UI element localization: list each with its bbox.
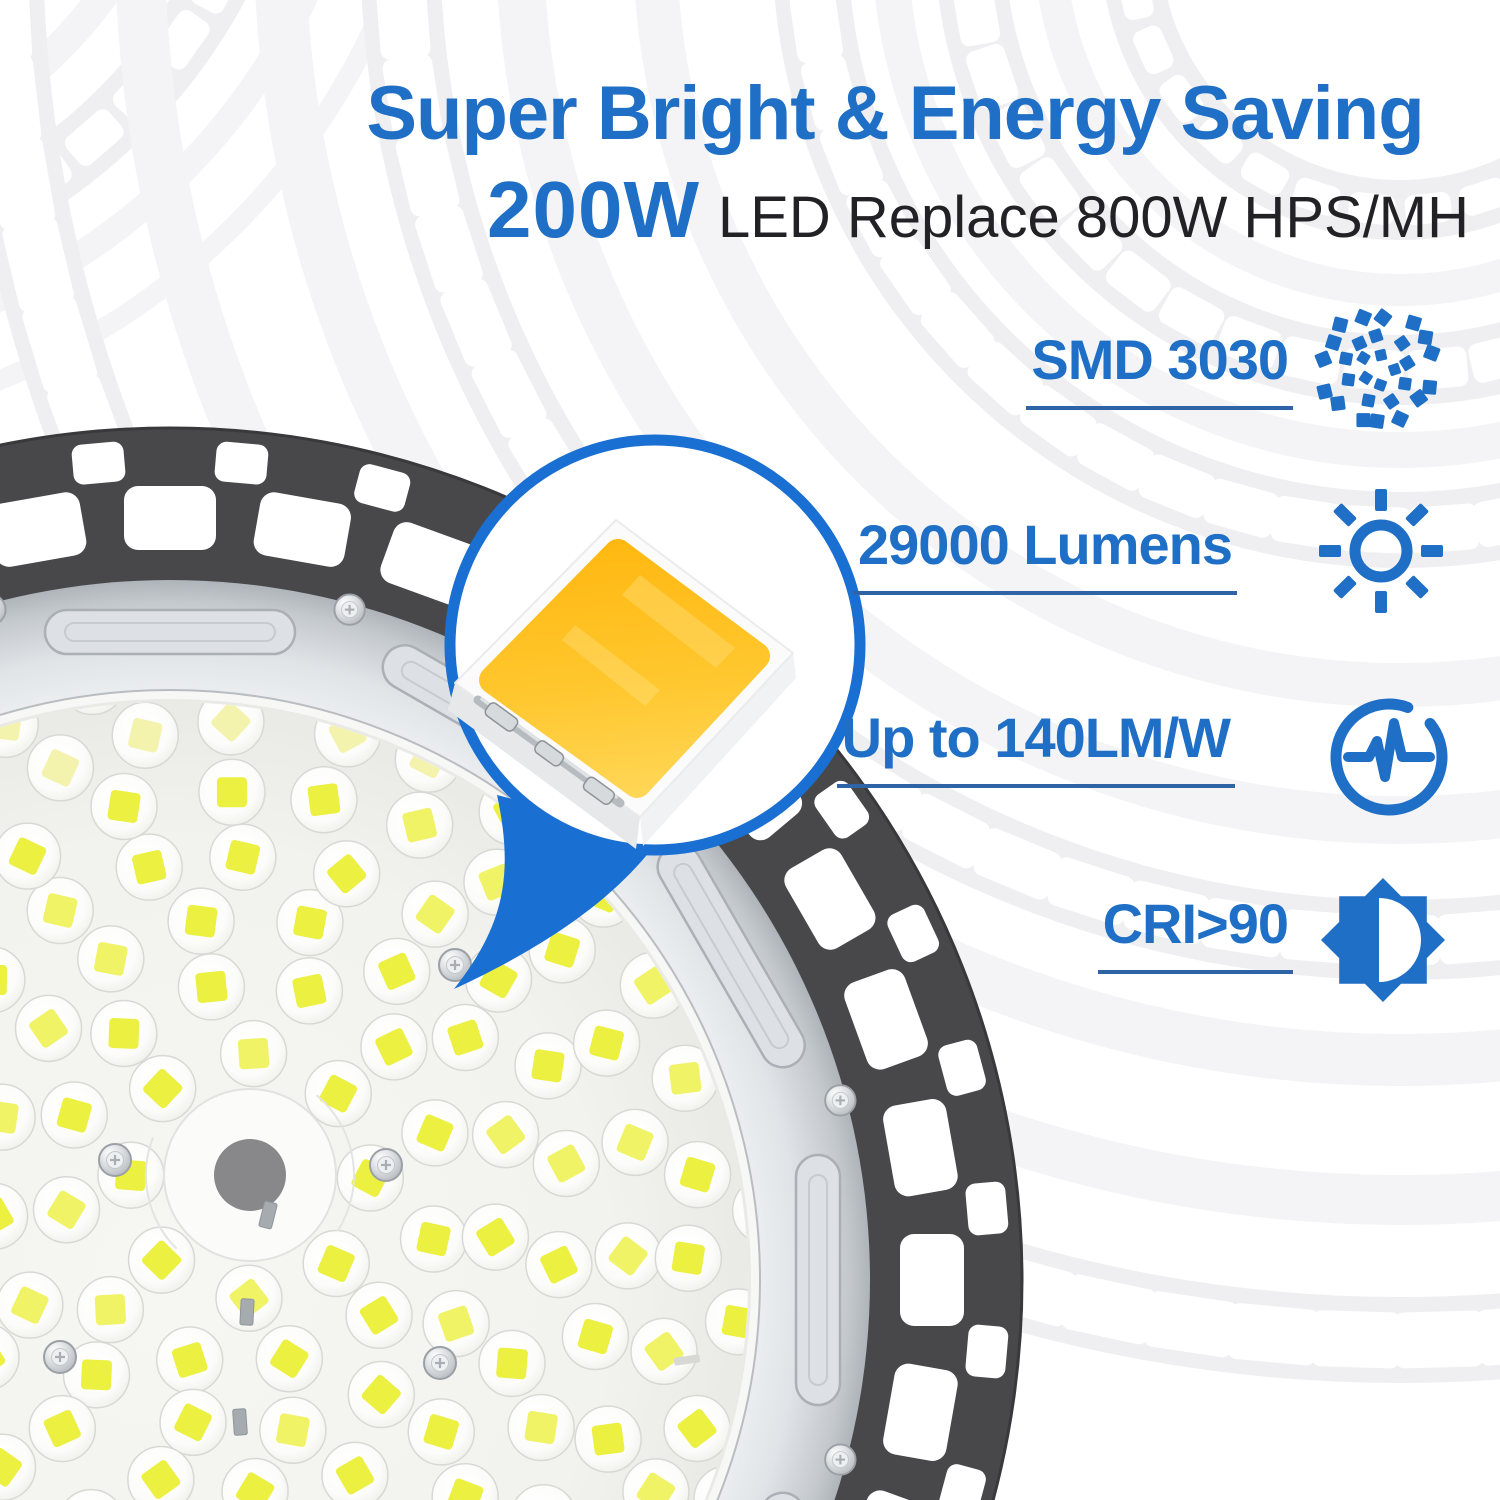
subheadline: 200W LED Replace 800W HPS/MH bbox=[368, 164, 1500, 256]
color-contrast-icon bbox=[1321, 878, 1445, 1002]
brightness-sun-icon bbox=[1319, 489, 1443, 613]
feature-lumens-label: 29000 Lumens bbox=[853, 512, 1237, 595]
replace-text: LED Replace 800W HPS/MH bbox=[717, 185, 1470, 250]
feature-efficiency-label: Up to 140LM/W bbox=[836, 705, 1235, 788]
feature-smd3030-label: SMD 3030 bbox=[1026, 327, 1293, 410]
wattage-text: 200W bbox=[486, 165, 700, 254]
feature-smd3030: SMD 3030 bbox=[1026, 327, 1293, 410]
feature-cri-label: CRI>90 bbox=[1097, 891, 1293, 974]
efficiency-pulse-icon bbox=[1330, 698, 1448, 816]
feature-efficiency: Up to 140LM/W bbox=[836, 705, 1235, 788]
led-chip-array-icon bbox=[1314, 308, 1441, 429]
smd-chip bbox=[448, 519, 796, 849]
magnifier-callout bbox=[444, 434, 866, 989]
feature-cri: CRI>90 bbox=[1097, 891, 1293, 974]
headline: Super Bright & Energy Saving bbox=[366, 71, 1424, 156]
feature-lumens: 29000 Lumens bbox=[853, 512, 1237, 595]
